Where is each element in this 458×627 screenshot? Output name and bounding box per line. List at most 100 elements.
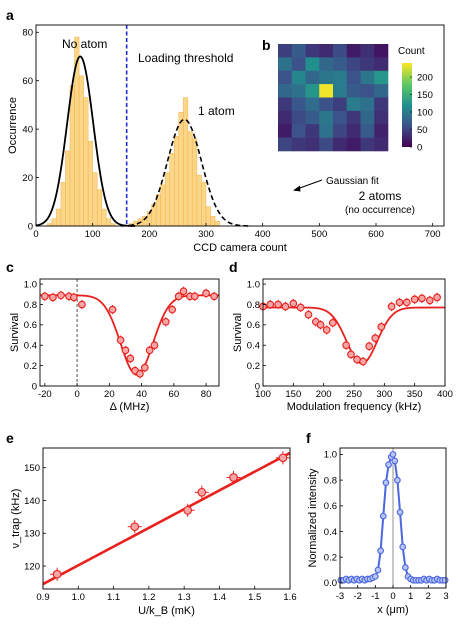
heatmap-cell: [360, 44, 375, 58]
data-point: [161, 317, 170, 326]
x-tick-label: 350: [407, 389, 423, 400]
heatmap-cell: [346, 57, 361, 72]
data-point: [328, 318, 337, 327]
heatmap-cell: [319, 44, 334, 58]
histogram-bar: [65, 150, 71, 227]
data-point: [121, 346, 130, 355]
x-axis-label: Modulation frequency (kHz): [287, 401, 422, 413]
panel-f-letter: f: [306, 430, 311, 446]
y-tick-label: 0.8: [247, 300, 260, 311]
panel-c-letter: c: [6, 259, 14, 275]
data-point: [377, 323, 386, 331]
heatmap-cell: [346, 137, 361, 152]
heatmap-cell: [305, 70, 320, 85]
x-tick-label: 700: [425, 229, 441, 240]
x-tick-label: 0.9: [36, 592, 49, 603]
heatmap-cell: [333, 110, 348, 125]
heatmap-cell: [333, 97, 348, 112]
x-tick-label: 1.6: [283, 592, 296, 603]
x-tick-label: 500: [311, 229, 327, 240]
y-tick-label: 0.6: [247, 320, 260, 331]
histogram-bar: [214, 220, 220, 227]
two-atoms-label: 2 atoms: [359, 189, 402, 203]
y-tick-label: 60: [22, 76, 33, 87]
y-tick-label: 150: [24, 463, 40, 474]
data-point: [377, 547, 384, 555]
data-point: [174, 292, 183, 301]
heatmap-cell: [360, 97, 375, 112]
survival-fit-curve: [40, 294, 219, 376]
heatmap-cell: [374, 84, 389, 98]
heatmap-cell: [346, 97, 361, 112]
data-point: [441, 576, 449, 584]
data-point: [425, 296, 434, 305]
y-axis-label: Survival: [232, 313, 244, 352]
x-tick-label: 1.5: [248, 592, 261, 603]
x-tick-label: 200: [141, 229, 157, 240]
panel-d: d 100 150 200 250 300 350 400 0 0.2 0.4 0.6 0.8 1.0 M…: [229, 259, 453, 413]
y-tick-label: 0.8: [24, 300, 37, 311]
heatmap-cell: [374, 57, 389, 72]
heatmap-cell: [305, 44, 320, 58]
x-axis-label: x (μm): [377, 604, 408, 616]
colorbar-tick-label: 150: [417, 90, 433, 101]
heatmap-cell: [278, 124, 293, 138]
data-point: [433, 293, 441, 302]
x-tick-label: 0: [33, 229, 38, 240]
y-tick-label: 0: [255, 381, 260, 392]
heatmap-cell: [319, 70, 334, 85]
y-tick-label: 20: [22, 173, 33, 184]
loading-threshold-label: Loading threshold: [138, 51, 233, 65]
data-point: [179, 287, 188, 296]
data-point: [304, 310, 313, 319]
panel-d-letter: d: [229, 259, 238, 275]
data-point: [197, 487, 207, 497]
data-point: [342, 341, 350, 350]
linear-fit-line: [42, 451, 291, 586]
heatmap-cell: [319, 57, 334, 72]
panel-a-letter: a: [6, 7, 14, 23]
one-atom-gaussian-fit: [120, 118, 252, 227]
y-tick-label: 0.8: [324, 475, 337, 486]
data-point: [136, 369, 144, 378]
data-point: [374, 566, 382, 574]
x-tick-label: 2: [426, 591, 431, 602]
y-axis-label: Occurrence: [7, 97, 19, 154]
y-tick-label: 0.2: [247, 361, 260, 372]
intensity-profile-plot: -3 -2 -1 0 1 2 3 0.0 0.2 0.4 0.6 0.8 1.0 x (μm) Normal…: [307, 447, 449, 616]
histogram-bar: [183, 97, 189, 227]
no-occurrence-label: (no occurrence): [345, 205, 415, 216]
x-axis-label: Δ (MHz): [110, 401, 150, 413]
heatmap-cell: [305, 97, 320, 112]
data-point: [140, 363, 149, 372]
y-tick-label: 0.4: [324, 527, 337, 538]
data-point: [168, 305, 177, 314]
y-axis-label: Survival: [9, 313, 21, 352]
x-tick-label: 300: [376, 389, 392, 400]
heatmap-cell: [346, 110, 361, 125]
histogram-bar: [106, 218, 112, 227]
x-tick-label: 200: [316, 389, 332, 400]
colorbar-tick-label: 0: [417, 142, 422, 153]
modulation-survival-plot: 100 150 200 250 300 350 400 0 0.2 0.4 0.6 0.8 1.0 Mod…: [232, 278, 453, 413]
x-tick-label: 400: [255, 229, 271, 240]
data-point: [389, 451, 397, 458]
colorbar: 0 50 100 150 200: [402, 63, 433, 153]
data-point: [210, 292, 219, 301]
heatmap-cell: [305, 84, 320, 98]
heatmap-cell: [374, 44, 389, 58]
data-point: [49, 293, 57, 302]
heatmap-cell: [305, 110, 320, 125]
heatmap-cell: [333, 137, 348, 152]
no-atom-label: No atom: [62, 37, 107, 51]
histogram-bar: [69, 85, 75, 227]
y-tick-label: 1.0: [247, 279, 260, 290]
heatmap-cell: [278, 110, 293, 125]
no-atom-gaussian-fit: [35, 55, 136, 227]
x-tick-label: 20: [104, 389, 115, 400]
data-point: [150, 341, 159, 350]
colorbar-gradient: [402, 63, 412, 147]
data-point: [396, 508, 404, 516]
data-point: [322, 326, 331, 334]
